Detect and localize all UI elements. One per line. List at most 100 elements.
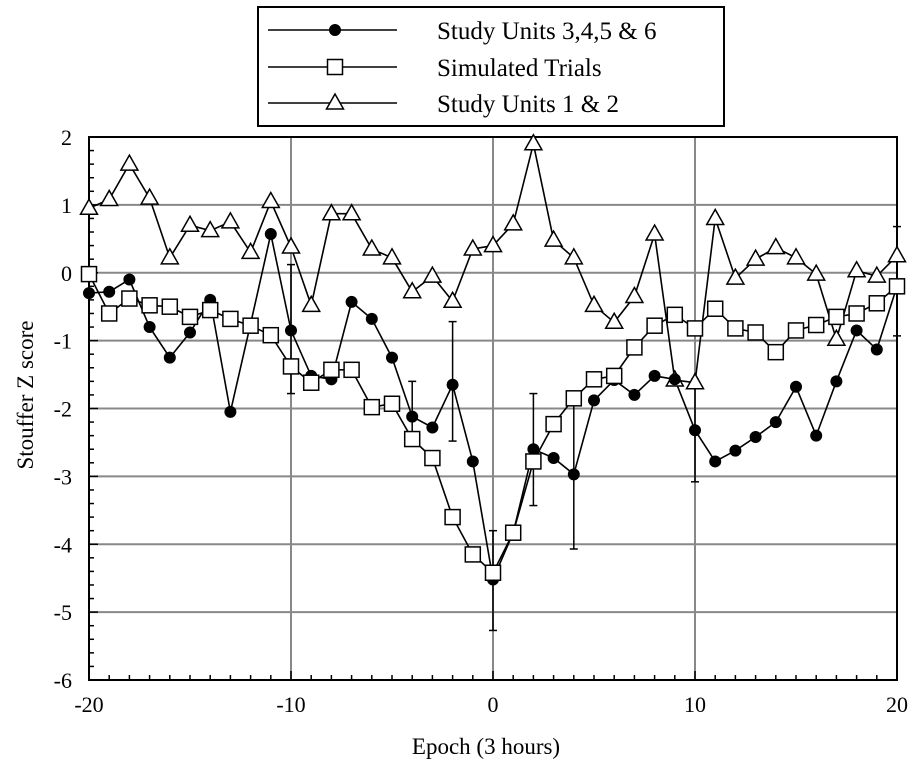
data-point-triangle: [626, 288, 643, 303]
data-point-square: [223, 311, 238, 326]
data-point-circle: [407, 411, 418, 422]
data-point-circle: [791, 381, 802, 392]
data-point-triangle: [242, 243, 259, 258]
data-point-triangle: [121, 155, 138, 170]
data-point-square: [465, 547, 480, 562]
data-point-square: [162, 299, 177, 314]
data-point-square: [566, 391, 581, 406]
data-point-circle: [467, 456, 478, 467]
data-point-triangle: [141, 189, 158, 204]
x-tick-label: -10: [276, 692, 305, 717]
data-point-square: [869, 296, 884, 311]
data-point-square: [405, 432, 420, 447]
data-point-circle: [84, 288, 95, 299]
data-point-triangle: [788, 249, 805, 264]
x-tick-label: -20: [74, 692, 103, 717]
y-tick-label: -6: [54, 668, 72, 693]
data-point-square: [748, 325, 763, 340]
data-point-square: [142, 298, 157, 313]
data-point-triangle: [222, 213, 239, 228]
data-point-square: [102, 306, 117, 321]
data-point-triangle: [767, 239, 784, 254]
legend: Study Units 3,4,5 & 6 Simulated Trials Stu…: [258, 7, 724, 126]
data-point-square: [829, 309, 844, 324]
data-point-square: [304, 375, 319, 390]
data-point-circle: [871, 344, 882, 355]
data-point-triangle: [262, 192, 279, 207]
error-bars: [287, 227, 901, 631]
data-point-triangle: [101, 190, 118, 205]
data-point-triangle: [404, 283, 421, 298]
data-point-circle: [144, 322, 155, 333]
data-point-square: [486, 565, 501, 580]
data-point-circle: [649, 370, 660, 381]
data-point-square: [849, 306, 864, 321]
data-point-triangle: [545, 231, 562, 246]
data-point-square: [344, 362, 359, 377]
x-axis-label: Epoch (3 hours): [412, 734, 560, 759]
data-point-circle: [286, 325, 297, 336]
data-point-square: [890, 279, 905, 294]
legend-label: Study Units 1 & 2: [437, 91, 619, 118]
data-point-square: [768, 345, 783, 360]
data-point-square: [789, 323, 804, 338]
data-point-square: [708, 301, 723, 316]
data-point-triangle: [828, 330, 845, 345]
data-point-circle: [427, 422, 438, 433]
legend-label: Simulated Trials: [437, 55, 602, 82]
data-point-circle: [104, 286, 115, 297]
data-point-square: [526, 454, 541, 469]
data-point-circle: [447, 379, 458, 390]
x-tick-label: 20: [886, 692, 908, 717]
data-point-circle: [669, 374, 680, 385]
data-point-square: [809, 318, 824, 333]
y-tick-label: -5: [54, 600, 72, 625]
data-point-circle: [124, 274, 135, 285]
data-point-square: [284, 359, 299, 374]
data-point-triangle: [586, 296, 603, 311]
data-point-triangle: [727, 269, 744, 284]
x-tick-label: 10: [684, 692, 706, 717]
data-point-square: [445, 510, 460, 525]
data-point-square: [728, 321, 743, 336]
data-point-circle: [346, 296, 357, 307]
data-point-triangle: [161, 249, 178, 264]
y-tick-label: 1: [61, 193, 72, 218]
data-point-triangle: [343, 205, 360, 220]
data-point-triangle: [707, 209, 724, 224]
data-point-square: [328, 60, 343, 75]
data-point-square: [203, 303, 218, 318]
y-tick-label: -4: [54, 532, 72, 557]
data-point-square: [587, 372, 602, 387]
data-point-square: [122, 291, 137, 306]
data-point-circle: [690, 425, 701, 436]
data-point-circle: [164, 352, 175, 363]
data-point-circle: [548, 453, 559, 464]
data-point-triangle: [283, 238, 300, 253]
data-point-circle: [330, 25, 341, 36]
data-point-square: [546, 417, 561, 432]
data-point-square: [82, 267, 97, 282]
data-point-circle: [730, 445, 741, 456]
data-point-square: [627, 340, 642, 355]
y-axis-label: Stouffer Z score: [13, 320, 38, 469]
y-tick-label: 2: [61, 125, 72, 150]
legend-label: Study Units 3,4,5 & 6: [437, 18, 656, 45]
data-point-triangle: [81, 199, 98, 214]
data-point-circle: [528, 444, 539, 455]
data-point-square: [243, 318, 258, 333]
data-point-circle: [589, 395, 600, 406]
data-point-circle: [629, 389, 640, 400]
data-point-square: [183, 309, 198, 324]
data-point-square: [324, 362, 339, 377]
y-tick-label: -3: [54, 464, 72, 489]
data-point-triangle: [646, 225, 663, 240]
data-point-circle: [770, 417, 781, 428]
data-point-square: [667, 307, 682, 322]
data-point-circle: [185, 327, 196, 338]
data-point-square: [506, 525, 521, 540]
data-point-triangle: [384, 249, 401, 264]
data-point-square: [263, 328, 278, 343]
data-point-triangle: [848, 262, 865, 277]
x-tick-label: 0: [488, 692, 499, 717]
